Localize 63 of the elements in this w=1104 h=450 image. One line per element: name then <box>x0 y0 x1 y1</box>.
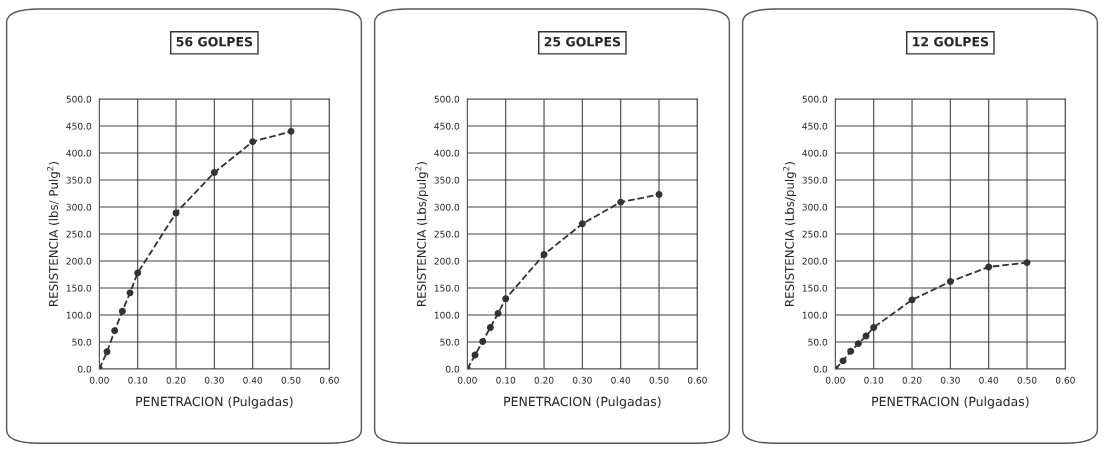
x-tick-label: 0.30 <box>204 376 224 384</box>
y-tick-label: 100.0 <box>434 311 460 319</box>
y-tick-label: 250.0 <box>434 230 460 238</box>
chart-title: 12 GOLPES <box>913 36 989 47</box>
x-tick-label: 0.20 <box>902 376 922 384</box>
y-tick-label: 500.0 <box>434 95 460 103</box>
y-tick-label: 300.0 <box>434 203 460 211</box>
y-tick-label: 200.0 <box>434 257 460 265</box>
x-tick-label: 0.30 <box>940 376 960 384</box>
y-tick-label: 450.0 <box>434 122 460 130</box>
x-tick-label: 0.60 <box>319 376 339 384</box>
x-tick-label: 0.20 <box>534 376 554 384</box>
x-tick-label: 0.60 <box>687 376 707 384</box>
y-tick-label: 500.0 <box>802 95 828 103</box>
y-tick-label: 200.0 <box>66 257 92 265</box>
y-tick-label: 50.0 <box>440 338 460 346</box>
y-tick-label: 150.0 <box>802 284 828 292</box>
x-tick-label: 0.60 <box>1055 376 1075 384</box>
x-axis-title: PENETRACION (Pulgadas) <box>872 396 1029 409</box>
y-tick-label: 0.0 <box>445 365 460 373</box>
y-tick-label: 450.0 <box>66 122 92 130</box>
y-tick-label: 400.0 <box>434 149 460 157</box>
y-tick-label: 350.0 <box>66 176 92 184</box>
x-tick-label: 0.10 <box>864 376 884 384</box>
x-tick-label: 0.50 <box>649 376 669 384</box>
x-axis-title: PENETRACION (Pulgadas) <box>504 396 661 409</box>
y-tick-label: 50.0 <box>72 338 92 346</box>
y-tick-label: 400.0 <box>66 149 92 157</box>
y-tick-label: 300.0 <box>66 203 92 211</box>
y-tick-label: 100.0 <box>802 311 828 319</box>
x-axis-title: PENETRACION (Pulgadas) <box>136 396 293 409</box>
chart-title: 56 GOLPES <box>176 36 253 47</box>
y-tick-label: 100.0 <box>66 311 92 319</box>
x-tick-label: 0.50 <box>281 376 301 384</box>
x-tick-label: 0.40 <box>979 376 999 384</box>
y-axis-title: RESISTENCIA (lbs/ Pulg$^{2}$) <box>47 161 61 306</box>
x-tick-label: 0.10 <box>128 376 148 384</box>
y-tick-label: 50.0 <box>808 338 828 346</box>
x-tick-label: 0.00 <box>89 376 109 384</box>
y-tick-label: 0.0 <box>813 365 828 373</box>
x-tick-label: 0.30 <box>572 376 592 384</box>
x-tick-label: 0.20 <box>166 376 186 384</box>
y-axis-title: RESISTENCIA (Lbs/pulg$^{2}$) <box>783 162 797 306</box>
y-tick-label: 500.0 <box>66 95 92 103</box>
y-tick-label: 250.0 <box>66 230 92 238</box>
y-tick-label: 150.0 <box>66 284 92 292</box>
x-tick-label: 0.40 <box>243 376 263 384</box>
y-axis-title: RESISTENCIA (Lbs/pulg$^{2}$) <box>415 162 429 306</box>
x-tick-label: 0.00 <box>825 376 845 384</box>
x-tick-label: 0.00 <box>457 376 477 384</box>
y-tick-label: 250.0 <box>802 230 828 238</box>
y-tick-label: 350.0 <box>802 176 828 184</box>
x-tick-label: 0.50 <box>1017 376 1037 384</box>
x-tick-label: 0.40 <box>611 376 631 384</box>
y-tick-label: 400.0 <box>802 149 828 157</box>
chart-title: 25 GOLPES <box>544 36 621 47</box>
y-tick-label: 0.0 <box>77 365 92 373</box>
x-tick-label: 0.10 <box>496 376 516 384</box>
y-tick-label: 150.0 <box>434 284 460 292</box>
y-tick-label: 300.0 <box>802 203 828 211</box>
y-tick-label: 350.0 <box>434 176 460 184</box>
y-tick-label: 200.0 <box>802 257 828 265</box>
y-tick-label: 450.0 <box>802 122 828 130</box>
